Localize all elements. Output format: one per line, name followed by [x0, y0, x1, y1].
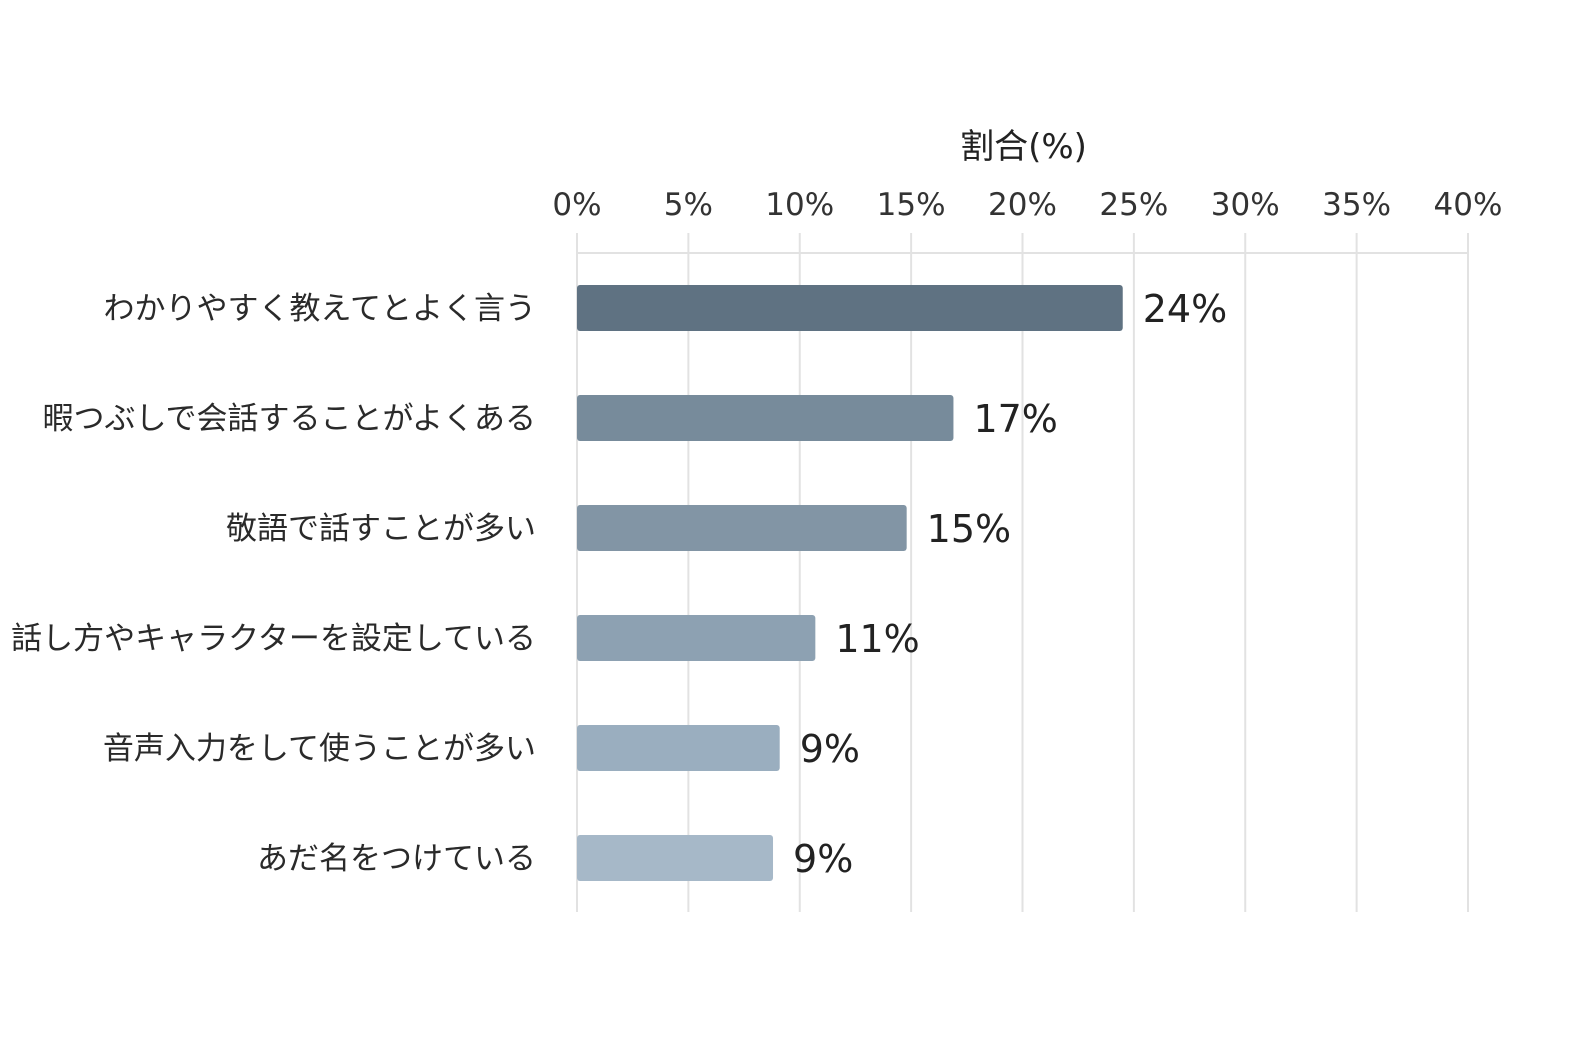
bar — [577, 395, 954, 441]
bar — [577, 505, 907, 551]
x-tick-label: 5% — [664, 187, 713, 223]
data-labels: 24% 17% 15% 11% 9% 9% — [793, 287, 1227, 881]
data-label: 24% — [1143, 287, 1227, 331]
category-label: 敬語で話すことが多い — [226, 511, 536, 547]
category-label: あだ名をつけている — [257, 841, 536, 877]
x-tick-labels: 0% 5% 10% 15% 20% 25% 30% 35% 40% — [552, 187, 1502, 223]
x-tick-label: 25% — [1099, 187, 1168, 223]
x-axis-title: 割合(%) — [960, 127, 1087, 167]
x-tick-label: 15% — [877, 187, 946, 223]
data-label: 9% — [793, 837, 853, 881]
bars — [577, 285, 1123, 881]
data-label: 15% — [927, 507, 1011, 551]
gridlines — [576, 233, 1469, 912]
category-label: 音声入力をして使うことが多い — [103, 731, 536, 767]
data-label: 17% — [973, 397, 1057, 441]
category-labels: わかりやすく教えてとよく言う暇つぶしで会話することがよくある敬語で話すことが多い… — [11, 291, 536, 877]
category-label: 話し方やキャラクターを設定している — [11, 621, 536, 657]
category-label: わかりやすく教えてとよく言う — [104, 291, 536, 327]
x-tick-label: 35% — [1322, 187, 1391, 223]
bar — [577, 835, 774, 881]
bar — [577, 725, 780, 771]
data-label: 9% — [800, 727, 860, 771]
x-tick-label: 40% — [1434, 187, 1503, 223]
x-tick-label: 10% — [765, 187, 834, 223]
bar — [577, 615, 816, 661]
category-label: 暇つぶしで会話することがよくある — [42, 401, 536, 437]
data-label: 11% — [835, 617, 919, 661]
x-tick-label: 20% — [988, 187, 1057, 223]
x-tick-label: 0% — [552, 187, 601, 223]
bar — [577, 285, 1123, 331]
x-tick-label: 30% — [1211, 187, 1280, 223]
